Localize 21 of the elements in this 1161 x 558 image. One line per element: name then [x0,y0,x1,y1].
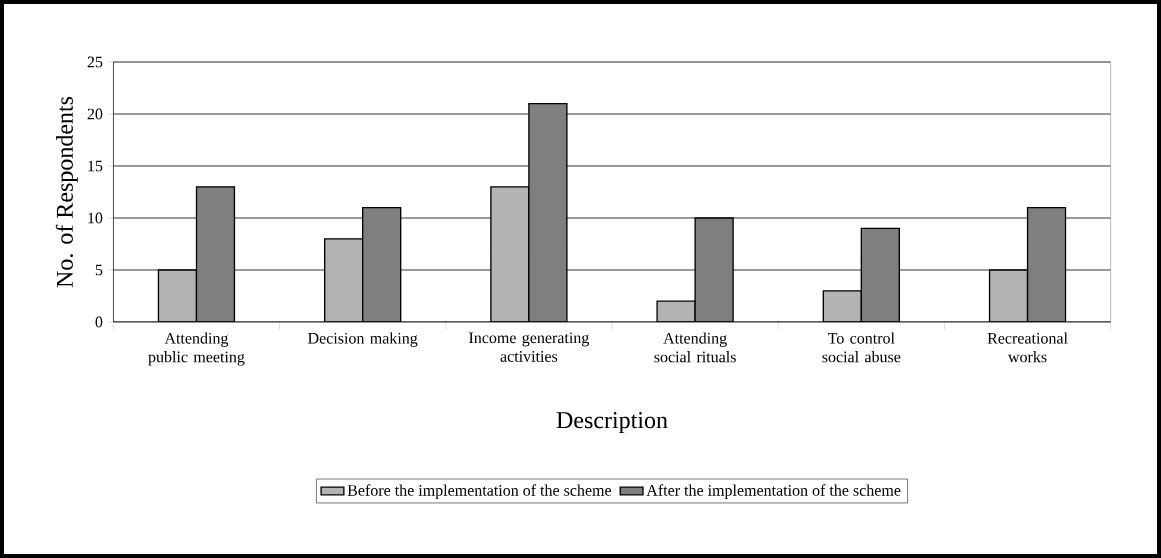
legend-label: Before the implementation of the scheme [347,484,612,500]
bar [822,290,862,322]
x-tick-label: To control social abuse [822,332,901,363]
x-tick-label: Decision making [308,332,418,347]
bar [157,269,198,322]
bar [324,238,364,322]
y-tick-label: 0 [95,316,103,328]
bar [988,269,1029,322]
x-axis-title: Description [556,412,668,434]
y-axis-title: No. of Respondents [55,96,78,288]
legend-label: After the implementation of the scheme [646,484,901,500]
y-tick-label: 10 [88,212,103,224]
x-tick-label: Attending public meeting [148,332,245,366]
y-tick-label: 25 [87,56,103,68]
y-tick-label: 20 [87,108,103,120]
y-tick-label: 15 [88,160,103,172]
bar [490,186,530,322]
x-tick-label: Attending social rituals [654,332,736,363]
x-tick-label: Recreational works [987,332,1068,363]
x-tick-label: Income generating activities [469,332,590,362]
y-tick-label: 5 [95,264,103,276]
